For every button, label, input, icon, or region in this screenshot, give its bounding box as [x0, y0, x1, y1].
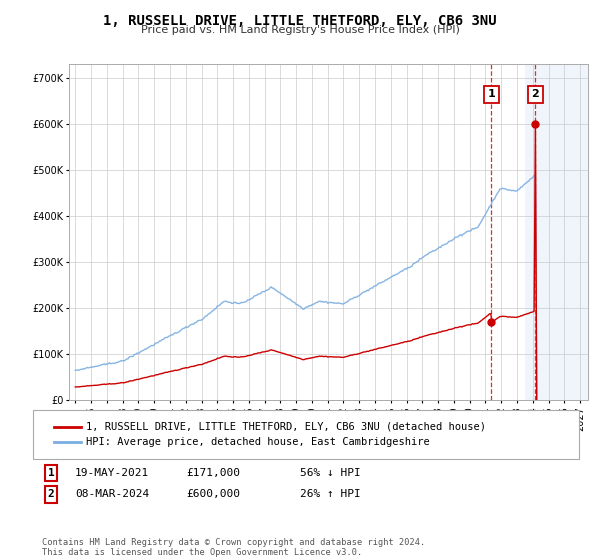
- Text: 1, RUSSELL DRIVE, LITTLE THETFORD, ELY, CB6 3NU (detached house): 1, RUSSELL DRIVE, LITTLE THETFORD, ELY, …: [86, 422, 486, 432]
- Text: 1: 1: [488, 89, 496, 99]
- Text: HPI: Average price, detached house, East Cambridgeshire: HPI: Average price, detached house, East…: [86, 437, 430, 447]
- Bar: [525, 64, 588, 400]
- Text: 2: 2: [532, 89, 539, 99]
- Text: 1, RUSSELL DRIVE, LITTLE THETFORD, ELY, CB6 3NU: 1, RUSSELL DRIVE, LITTLE THETFORD, ELY, …: [103, 14, 497, 28]
- Text: £171,000: £171,000: [186, 468, 240, 478]
- Text: £600,000: £600,000: [186, 489, 240, 500]
- Text: 1: 1: [47, 468, 55, 478]
- Text: Contains HM Land Registry data © Crown copyright and database right 2024.
This d: Contains HM Land Registry data © Crown c…: [42, 538, 425, 557]
- Text: 2: 2: [47, 489, 55, 500]
- Text: 26% ↑ HPI: 26% ↑ HPI: [300, 489, 361, 500]
- Text: 56% ↓ HPI: 56% ↓ HPI: [300, 468, 361, 478]
- Text: Price paid vs. HM Land Registry's House Price Index (HPI): Price paid vs. HM Land Registry's House …: [140, 25, 460, 35]
- Text: 19-MAY-2021: 19-MAY-2021: [75, 468, 149, 478]
- Text: 08-MAR-2024: 08-MAR-2024: [75, 489, 149, 500]
